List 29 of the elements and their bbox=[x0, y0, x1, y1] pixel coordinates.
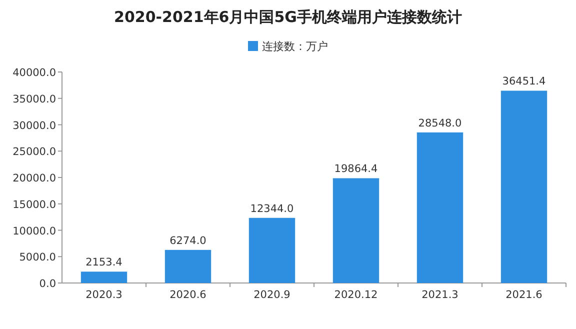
x-tick-label: 2020.12 bbox=[334, 289, 378, 301]
data-label: 36451.4 bbox=[502, 76, 546, 88]
legend-label: 连接数：万户 bbox=[262, 40, 328, 53]
data-label: 6274.0 bbox=[170, 234, 206, 247]
y-tick-label: 15000.0 bbox=[12, 198, 56, 211]
data-label: 19864.4 bbox=[334, 163, 378, 176]
y-tick-label: 20000.0 bbox=[12, 172, 56, 184]
x-tick-label: 2020.6 bbox=[170, 289, 207, 301]
x-tick-label: 2020.3 bbox=[86, 289, 122, 301]
bar bbox=[164, 250, 212, 283]
y-tick-label: 25000.0 bbox=[12, 146, 56, 158]
bar bbox=[416, 132, 464, 283]
data-label: 12344.0 bbox=[250, 202, 294, 215]
x-tick-label: 2020.9 bbox=[254, 289, 290, 301]
y-tick-label: 0.0 bbox=[39, 278, 56, 290]
bar bbox=[248, 218, 296, 283]
y-tick-label: 5000.0 bbox=[19, 252, 56, 264]
bar bbox=[332, 178, 380, 283]
data-label: 2153.4 bbox=[86, 256, 123, 269]
y-tick-label: 10000.0 bbox=[12, 225, 56, 238]
bar bbox=[500, 90, 548, 283]
y-tick-label: 40000.0 bbox=[12, 67, 56, 79]
x-tick-label: 2021.3 bbox=[422, 289, 458, 301]
x-tick-label: 2021.6 bbox=[506, 289, 543, 301]
chart-title: 2020-2021年6月中国5G手机终端用户连接数统计 bbox=[114, 8, 462, 26]
y-tick-label: 30000.0 bbox=[12, 120, 56, 132]
data-label: 28548.0 bbox=[418, 117, 462, 130]
bar bbox=[80, 272, 128, 283]
y-tick-label: 35000.0 bbox=[12, 93, 56, 106]
